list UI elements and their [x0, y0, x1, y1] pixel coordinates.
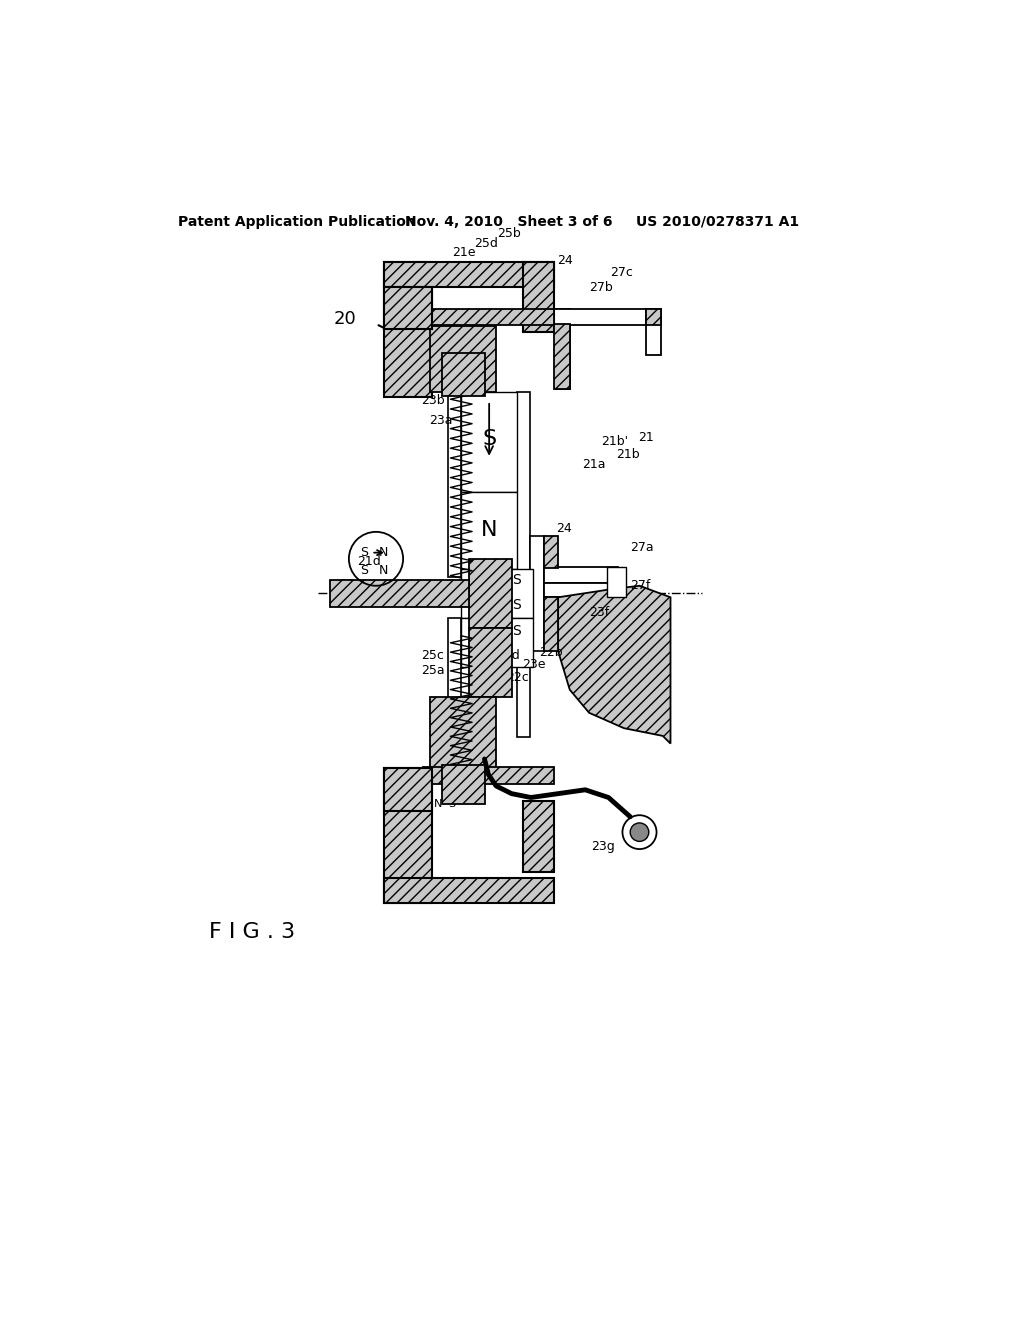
Text: 25a: 25a — [421, 664, 444, 677]
Text: 23f: 23f — [589, 606, 609, 619]
Bar — [449, 618, 461, 768]
Bar — [469, 558, 512, 628]
Bar — [500, 618, 532, 668]
Text: 21e: 21e — [452, 246, 475, 259]
Text: S: S — [463, 363, 470, 374]
Text: 26: 26 — [389, 275, 404, 288]
Bar — [544, 536, 558, 568]
Text: N: N — [468, 598, 478, 612]
Bar — [384, 286, 432, 330]
Text: 24: 24 — [557, 255, 573, 268]
Text: S: S — [482, 429, 497, 449]
Bar — [384, 878, 554, 903]
Text: S: S — [360, 564, 369, 577]
Text: 24b: 24b — [486, 660, 510, 673]
Bar — [544, 597, 558, 651]
Text: 21: 21 — [638, 430, 653, 444]
Text: 27f: 27f — [630, 579, 650, 593]
Bar — [423, 767, 554, 784]
Bar — [384, 768, 432, 810]
Text: N: N — [434, 799, 442, 809]
Text: 27c: 27c — [610, 265, 633, 279]
Bar — [554, 323, 569, 389]
Text: N: N — [468, 624, 478, 638]
Text: 25b: 25b — [497, 227, 520, 240]
Bar — [461, 392, 517, 492]
Text: N: N — [379, 546, 388, 560]
Bar — [544, 566, 617, 583]
Bar — [461, 569, 484, 618]
Text: N: N — [481, 520, 498, 540]
Bar — [423, 309, 554, 326]
Bar — [384, 263, 554, 286]
Bar — [607, 566, 627, 597]
Text: 21d: 21d — [356, 554, 380, 568]
Text: 27a: 27a — [630, 541, 654, 554]
Text: N: N — [379, 564, 388, 577]
Text: 25d: 25d — [474, 236, 499, 249]
Bar — [517, 392, 530, 577]
Bar — [556, 309, 569, 389]
Text: 22b: 22b — [539, 647, 562, 659]
Text: Patent Application Publication: Patent Application Publication — [178, 215, 416, 228]
Bar — [517, 618, 530, 738]
Bar — [384, 263, 432, 397]
Bar — [469, 628, 512, 697]
Bar — [330, 581, 469, 607]
Bar — [646, 309, 662, 326]
Text: N: N — [449, 363, 457, 374]
Text: 24: 24 — [557, 521, 572, 535]
Bar — [449, 392, 461, 577]
Text: US 2010/0278371 A1: US 2010/0278371 A1 — [636, 215, 800, 228]
Bar — [430, 326, 496, 392]
Text: 23b: 23b — [421, 395, 444, 408]
Circle shape — [623, 816, 656, 849]
Text: 23g: 23g — [591, 840, 614, 853]
Text: 21b': 21b' — [601, 436, 628, 449]
Bar — [554, 309, 655, 326]
Bar — [646, 309, 662, 355]
Bar — [461, 618, 484, 668]
Text: 21b: 21b — [616, 449, 640, 462]
Bar — [544, 583, 617, 597]
Bar — [442, 354, 484, 396]
Bar — [430, 697, 496, 768]
Text: 23e: 23e — [521, 657, 545, 671]
Text: 25c: 25c — [421, 648, 443, 661]
Text: S: S — [512, 573, 520, 587]
Text: 22c: 22c — [506, 671, 529, 684]
Text: 28: 28 — [339, 578, 354, 591]
Text: S: S — [360, 546, 369, 560]
Polygon shape — [558, 586, 671, 743]
Bar — [384, 768, 432, 903]
Text: 23a: 23a — [429, 413, 453, 426]
Bar — [523, 801, 554, 873]
Bar — [461, 492, 517, 569]
Text: 27b: 27b — [589, 281, 613, 294]
Bar — [442, 766, 484, 804]
Text: 21a: 21a — [583, 458, 605, 471]
Bar — [500, 569, 532, 618]
Text: 23d: 23d — [496, 648, 520, 661]
Text: S: S — [449, 799, 456, 809]
Text: Nov. 4, 2010   Sheet 3 of 6: Nov. 4, 2010 Sheet 3 of 6 — [404, 215, 612, 228]
Bar — [523, 263, 554, 331]
Text: S: S — [512, 598, 520, 612]
Text: S: S — [512, 624, 520, 638]
Text: F I G . 3: F I G . 3 — [209, 923, 296, 942]
Bar — [530, 536, 544, 651]
Text: 23c: 23c — [421, 379, 443, 392]
Text: 20: 20 — [334, 310, 356, 327]
Text: N: N — [468, 573, 478, 587]
Circle shape — [630, 822, 649, 841]
